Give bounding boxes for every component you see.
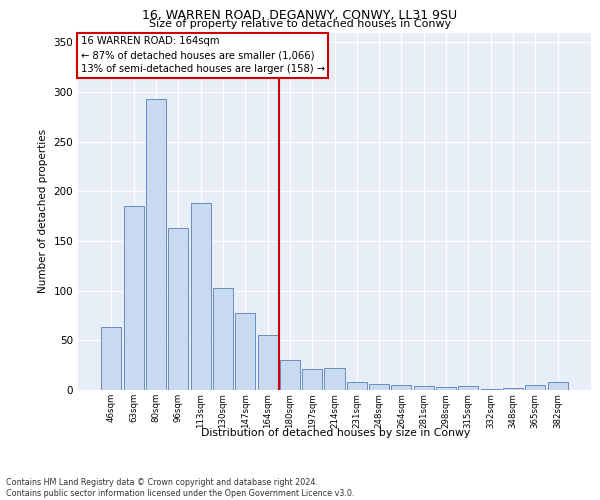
Bar bbox=[369, 384, 389, 390]
Bar bbox=[101, 328, 121, 390]
Bar bbox=[191, 204, 211, 390]
Bar bbox=[302, 369, 322, 390]
Bar bbox=[391, 385, 412, 390]
Bar bbox=[146, 99, 166, 390]
Bar bbox=[414, 386, 434, 390]
Bar bbox=[548, 382, 568, 390]
Bar bbox=[257, 336, 278, 390]
Y-axis label: Number of detached properties: Number of detached properties bbox=[38, 129, 48, 294]
Bar bbox=[124, 206, 144, 390]
Bar bbox=[525, 385, 545, 390]
Bar bbox=[280, 360, 300, 390]
Bar bbox=[235, 312, 255, 390]
Bar bbox=[503, 388, 523, 390]
Text: Size of property relative to detached houses in Conwy: Size of property relative to detached ho… bbox=[149, 19, 451, 29]
Bar bbox=[436, 387, 456, 390]
Text: 16, WARREN ROAD, DEGANWY, CONWY, LL31 9SU: 16, WARREN ROAD, DEGANWY, CONWY, LL31 9S… bbox=[142, 9, 458, 22]
Bar bbox=[168, 228, 188, 390]
Text: Distribution of detached houses by size in Conwy: Distribution of detached houses by size … bbox=[202, 428, 470, 438]
Text: Contains HM Land Registry data © Crown copyright and database right 2024.
Contai: Contains HM Land Registry data © Crown c… bbox=[6, 478, 355, 498]
Bar bbox=[458, 386, 478, 390]
Bar bbox=[347, 382, 367, 390]
Bar bbox=[325, 368, 344, 390]
Text: 16 WARREN ROAD: 164sqm
← 87% of detached houses are smaller (1,066)
13% of semi-: 16 WARREN ROAD: 164sqm ← 87% of detached… bbox=[80, 36, 325, 74]
Bar bbox=[481, 389, 501, 390]
Bar bbox=[213, 288, 233, 390]
